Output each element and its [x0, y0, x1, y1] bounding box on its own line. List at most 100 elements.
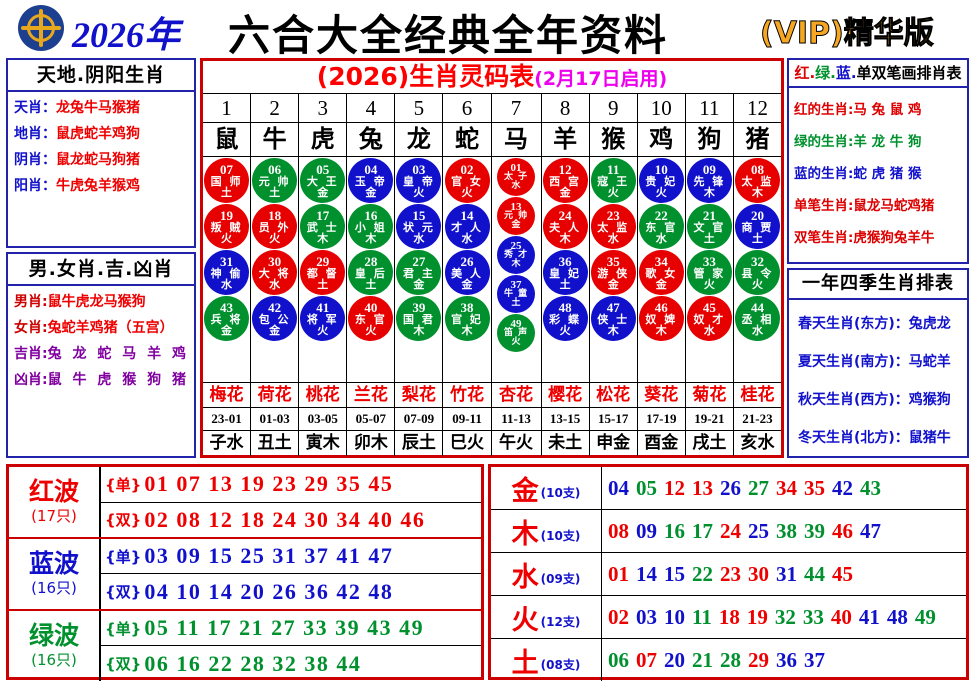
- wave-numbers: 05 11 17 21 27 33 39 43 49: [144, 615, 425, 641]
- zodiac-ball[interactable]: 15 状 元水: [396, 204, 442, 249]
- zodiac-ball[interactable]: 10 贵 妃火: [638, 158, 684, 203]
- zodiac-ball[interactable]: 08 太 监木: [734, 158, 780, 203]
- zodiac-ball[interactable]: 16 小 姐木: [348, 204, 394, 249]
- zodiac-ball[interactable]: 04 玉 帝金: [348, 158, 394, 203]
- element-number: 24: [720, 518, 741, 543]
- ball-number: 28: [364, 253, 378, 269]
- zodiac-ball[interactable]: 25 秀 才木: [497, 236, 536, 274]
- zodiac-ball[interactable]: 28 皇 后土: [348, 250, 394, 295]
- wave-lines: {单} 03 09 15 25 31 37 41 47 {双} 04 10 14 20…: [101, 539, 481, 609]
- zodiac-ball[interactable]: 48 彩 蝶火: [542, 296, 588, 341]
- row-value: 鼠 牛 虎 猴 狗 猪: [47, 372, 189, 388]
- ball-title: 美 人: [451, 266, 483, 280]
- zodiac-ball[interactable]: 09 先 锋木: [686, 158, 732, 203]
- ball-element: 水: [461, 231, 473, 245]
- zodiac-ball[interactable]: 41 将 军火: [300, 296, 346, 341]
- zodiac-ball[interactable]: 01 太 子水: [497, 158, 536, 196]
- ball-element: 木: [559, 231, 571, 245]
- zodiac-ball[interactable]: 44 丞 相水: [734, 296, 780, 341]
- zodiac-ball[interactable]: 47 侠 士木: [590, 296, 636, 341]
- row-key: 凶肖:: [14, 372, 48, 388]
- element-name: 火: [511, 604, 539, 636]
- zodiac-ball[interactable]: 42 包 公金: [252, 296, 298, 341]
- zodiac-ball[interactable]: 06 元 帅土: [252, 158, 298, 203]
- zodiac-ball[interactable]: 29 都 督土: [300, 250, 346, 295]
- number-list: 06 07 20 21 28 29 36 37: [608, 648, 832, 673]
- element-number: 31: [776, 561, 797, 586]
- element-number: 09: [636, 518, 657, 543]
- wave-numbers: 03 09 15 25 31 37 41 47: [144, 543, 394, 569]
- ball-element: 木: [365, 231, 377, 245]
- zodiac-ball[interactable]: 43 兵 将金: [204, 296, 250, 341]
- ball-element: 金: [559, 185, 571, 199]
- column-index: 7: [491, 94, 541, 123]
- zodiac-ball[interactable]: 20 商 贾土: [734, 204, 780, 249]
- zodiac-ball[interactable]: 46 奴 婢木: [638, 296, 684, 341]
- element-number: 08: [608, 518, 629, 543]
- zodiac-ball[interactable]: 11 寇 王火: [590, 158, 636, 203]
- zodiac-ball[interactable]: 45 奴 才水: [686, 296, 732, 341]
- zodiac-ball[interactable]: 35 游 侠金: [590, 250, 636, 295]
- element-number: 13: [692, 475, 713, 500]
- column-animal: 蛇: [443, 123, 491, 157]
- element-number: 22: [692, 561, 713, 586]
- element-number: 04: [608, 475, 629, 500]
- zodiac-ball[interactable]: 26 美 人金: [444, 250, 490, 295]
- ball-title: 神 偷: [210, 266, 243, 280]
- zodiac-ball[interactable]: 49 笛 声火: [497, 314, 536, 352]
- zodiac-ball[interactable]: 13 元 帅金: [497, 197, 536, 235]
- ball-title: 官 女: [451, 174, 483, 188]
- zodiac-ball[interactable]: 27 君 主金: [396, 250, 442, 295]
- zodiac-ball[interactable]: 38 官 妃木: [444, 296, 490, 341]
- zodiac-ball[interactable]: 12 西 宫金: [542, 158, 588, 203]
- zodiac-ball[interactable]: 22 东 官水: [638, 204, 684, 249]
- zodiac-ball[interactable]: 05 大 王金: [300, 158, 346, 203]
- zodiac-ball[interactable]: 40 东 官火: [348, 296, 394, 341]
- wave-name: 蓝波: [28, 548, 79, 578]
- zodiac-ball[interactable]: 33 管 家火: [686, 250, 732, 295]
- ball-title: 才 人: [451, 220, 483, 234]
- zodiac-ball[interactable]: 02 官 女火: [444, 158, 490, 203]
- zodiac-ball[interactable]: 32 县 令火: [734, 250, 780, 295]
- ball-title: 武 士: [306, 220, 339, 234]
- column-time-range: 17-19: [637, 408, 685, 431]
- wave-lines: {单} 01 07 13 19 23 29 35 45 {双} 02 08 12 18…: [101, 467, 481, 537]
- ball-number: 11: [607, 161, 620, 177]
- zodiac-ball[interactable]: 36 皇 妃土: [542, 250, 588, 295]
- ball-number: 45: [702, 299, 716, 315]
- wave-name: 绿波: [28, 620, 79, 650]
- zodiac-ball[interactable]: 23 太 监水: [590, 204, 636, 249]
- zodiac-ball[interactable]: 17 武 士木: [300, 204, 346, 249]
- zodiac-ball[interactable]: 14 才 人水: [444, 204, 490, 249]
- element-number: 11: [692, 604, 712, 629]
- zodiac-ball[interactable]: 39 国 君木: [396, 296, 442, 341]
- zodiac-ball[interactable]: 34 歌 女金: [638, 250, 684, 295]
- zodiac-ball[interactable]: 21 文 官土: [686, 204, 732, 249]
- list-item: 双笔生肖:虎猴狗兔羊牛: [794, 220, 967, 252]
- zodiac-ball[interactable]: 31 神 偷水: [204, 250, 250, 295]
- vip-badge: (VIP)精华版: [760, 16, 935, 52]
- zodiac-ball[interactable]: 24 夫 人木: [542, 204, 588, 249]
- zodiac-ball[interactable]: 19 叛 贼火: [204, 204, 250, 249]
- ball-number: 42: [268, 299, 282, 315]
- zodiac-column-7: 7 马 01 太 子水 13 元 帅金 25 秀 才木 37 牛 童土 49 笛 声火杏花 11-13 午…: [491, 94, 542, 456]
- wave-group: 蓝波 (16只) {单} 03 09 15 25 31 37 41 47 {双} 04 1…: [9, 538, 481, 611]
- zodiac-ball[interactable]: 07 国 师土: [204, 158, 250, 203]
- zodiac-ball[interactable]: 18 员 外火: [252, 204, 298, 249]
- element-number: 26: [720, 475, 741, 500]
- zodiac-column-1: 1 鼠 07 国 师土 19 叛 贼火 31 神 偷水 43 兵 将金梅花 23-01 子水: [203, 94, 252, 456]
- ball-title: 官 妃: [451, 312, 483, 326]
- column-flower: 松花: [589, 382, 637, 408]
- column-animal: 鸡: [637, 123, 685, 157]
- zodiac-ball[interactable]: 37 牛 童土: [497, 275, 536, 313]
- ball-stack: 02 官 女火 14 才 人水 26 美 人金 38 官 妃木: [443, 157, 490, 382]
- column-time-range: 01-03: [251, 408, 299, 431]
- row-key: 蓝的生肖:: [794, 166, 854, 182]
- ball-element: 土: [365, 277, 377, 291]
- ball-number: 47: [606, 299, 620, 315]
- ball-element: 水: [607, 231, 619, 245]
- ball-element: 金: [317, 185, 329, 199]
- zodiac-ball[interactable]: 30 大 将水: [252, 250, 298, 295]
- zodiac-ball[interactable]: 03 皇 帝火: [396, 158, 442, 203]
- element-numbers: 04 05 12 13 26 27 34 35 42 43: [602, 467, 966, 509]
